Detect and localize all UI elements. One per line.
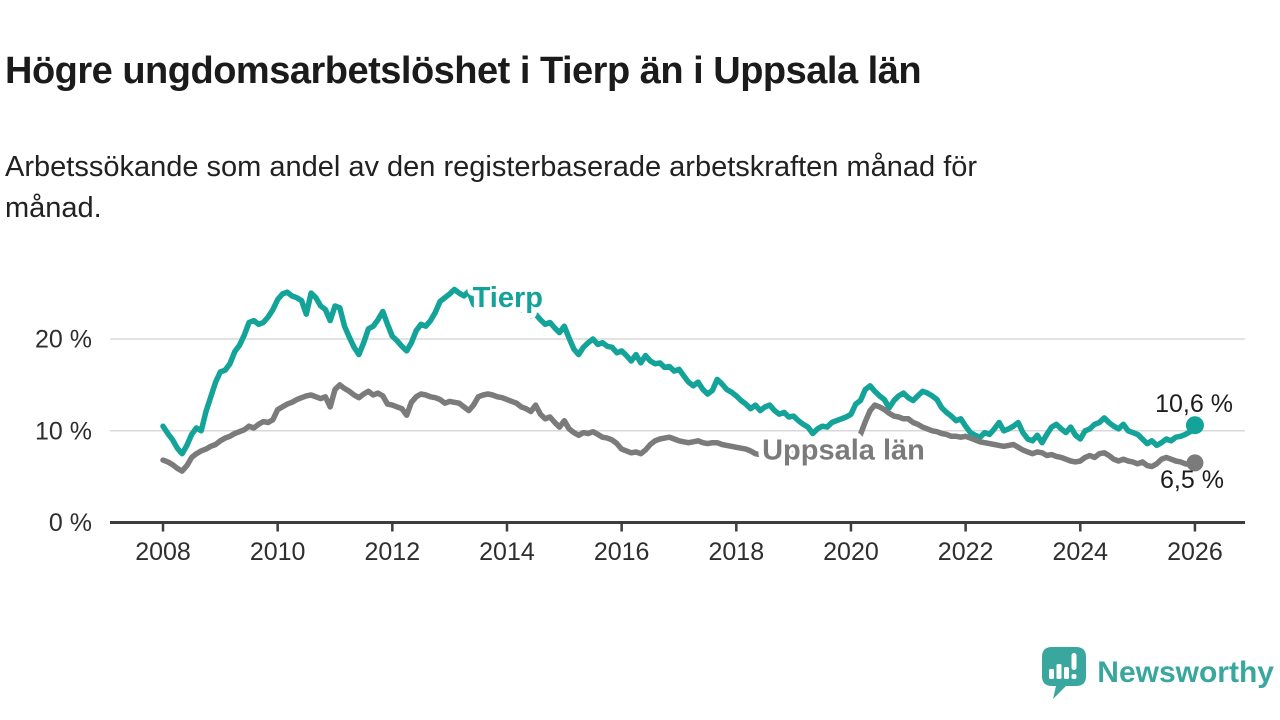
x-axis-tick-label: 2008 xyxy=(135,538,191,566)
uppsala-l-n-inline-label: Uppsala län xyxy=(762,435,925,467)
tierp-line xyxy=(160,286,1198,457)
exclamation-dot xyxy=(1071,674,1077,679)
uppsala-l-n-line xyxy=(160,382,1198,474)
x-axis-tick-label: 2012 xyxy=(365,538,421,566)
uppsala-l-n-end-dot xyxy=(1186,454,1204,472)
x-axis-tick-label: 2018 xyxy=(708,538,764,566)
brand-name: Newsworthy xyxy=(1097,656,1274,689)
tierp-end-dot xyxy=(1185,416,1204,435)
x-axis-tick-label: 2026 xyxy=(1167,538,1223,566)
y-axis-tick-label: 10 % xyxy=(35,417,92,445)
tierp-inline-label: Tierp xyxy=(473,282,543,314)
bar-2 xyxy=(1056,664,1062,679)
y-axis-tick-label: 20 % xyxy=(35,326,92,354)
page-title: Högre ungdomsarbetslöshet i Tierp än i U… xyxy=(5,50,922,93)
page-subtitle: Arbetssökande som andel av den registerb… xyxy=(5,151,978,225)
x-axis-tick-label: 2014 xyxy=(479,538,535,566)
bar-1 xyxy=(1049,669,1055,679)
x-axis-tick-label: 2010 xyxy=(250,538,306,566)
exclamation-bar xyxy=(1071,653,1077,670)
y-axis-tick-label: 0 % xyxy=(49,509,92,537)
uppsala-l-n-end-value-label: 6,5 % xyxy=(1160,466,1224,494)
x-axis-tick-label: 2024 xyxy=(1052,538,1108,566)
newsworthy-logo: Newsworthy xyxy=(1041,646,1274,700)
x-axis-tick-label: 2020 xyxy=(823,538,879,566)
bar-3 xyxy=(1064,667,1070,679)
tierp-end-value-label: 10,6 % xyxy=(1155,390,1233,418)
newsworthy-logo-icon xyxy=(1042,647,1087,699)
x-axis-tick-label: 2022 xyxy=(938,538,994,566)
x-axis-tick-label: 2016 xyxy=(594,538,650,566)
